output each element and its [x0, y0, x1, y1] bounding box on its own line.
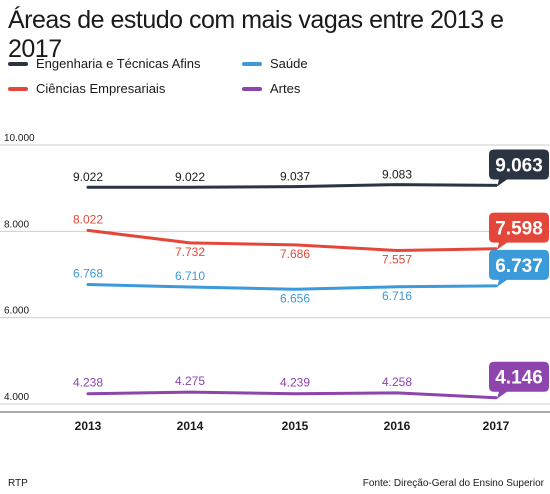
y-tick-label: 8.000: [4, 219, 29, 230]
data-label: 8.022: [73, 212, 103, 226]
x-tick-label: 2014: [177, 419, 204, 433]
value-callout-box: [489, 249, 549, 287]
value-callout-box: [489, 212, 549, 250]
y-tick-label: 6.000: [4, 306, 29, 317]
legend-label-artes: Artes: [270, 81, 301, 96]
data-label: 9.037: [280, 170, 310, 184]
legend-swatch-saude: [242, 61, 262, 66]
value-callout: 6.737: [489, 249, 549, 287]
x-tick-label: 2016: [384, 419, 411, 433]
chart-title: Áreas de estudo com mais vagas entre 201…: [8, 6, 504, 63]
legend-item-artes: Artes: [242, 81, 300, 96]
x-tick-label: 2013: [75, 419, 102, 433]
series-line: [86, 283, 498, 291]
data-label: 4.239: [280, 376, 310, 390]
legend-swatch-artes: [242, 86, 262, 91]
value-callout: 7.598: [489, 212, 549, 250]
legend-label-ciencias: Ciências Empresariais: [36, 81, 166, 96]
value-callout-box: [489, 361, 549, 399]
series-line: [86, 390, 498, 400]
data-label: 6.716: [382, 289, 412, 303]
data-label: 7.557: [382, 252, 412, 266]
data-label: 4.258: [382, 375, 412, 389]
legend-item-saude: Saúde: [242, 56, 308, 71]
value-callout-label: 6.737: [495, 256, 543, 277]
y-tick-label: 10.000: [4, 133, 35, 144]
legend-item-engenharia: Engenharia e Técnicas Afins: [8, 56, 201, 71]
value-callout-label: 9.063: [495, 155, 543, 176]
value-callout: 4.146: [489, 361, 549, 399]
data-label: 9.083: [382, 168, 412, 182]
legend-item-ciencias: Ciências Empresariais: [8, 81, 165, 96]
legend-swatch-engenharia: [8, 61, 28, 66]
value-callout-label: 7.598: [495, 219, 543, 240]
series-line: [86, 228, 498, 252]
data-label: 7.686: [280, 247, 310, 261]
legend-swatch-ciencias: [8, 86, 28, 91]
legend-label-engenharia: Engenharia e Técnicas Afins: [36, 56, 201, 71]
x-tick-label: 2015: [282, 419, 309, 433]
legend-label-saude: Saúde: [270, 56, 308, 71]
data-label: 4.275: [175, 374, 205, 388]
data-label: 4.238: [73, 376, 103, 390]
data-label: 9.022: [175, 170, 205, 184]
data-label: 9.022: [73, 170, 103, 184]
data-label: 7.732: [175, 245, 205, 259]
data-label: 6.768: [73, 267, 103, 281]
y-tick-label: 4.000: [4, 392, 29, 403]
data-label: 6.710: [175, 269, 205, 283]
credit-label: RTP: [8, 478, 28, 489]
value-callout-label: 4.146: [495, 368, 543, 389]
series-line: [86, 183, 498, 189]
value-callout: 9.063: [489, 149, 549, 187]
legend: Engenharia e Técnicas Afins Ciências Emp…: [8, 56, 548, 106]
source-label: Fonte: Direção-Geral do Ensino Superior: [362, 478, 544, 489]
data-label: 6.656: [280, 291, 310, 305]
x-tick-label: 2017: [483, 419, 510, 433]
value-callout-box: [489, 149, 549, 187]
